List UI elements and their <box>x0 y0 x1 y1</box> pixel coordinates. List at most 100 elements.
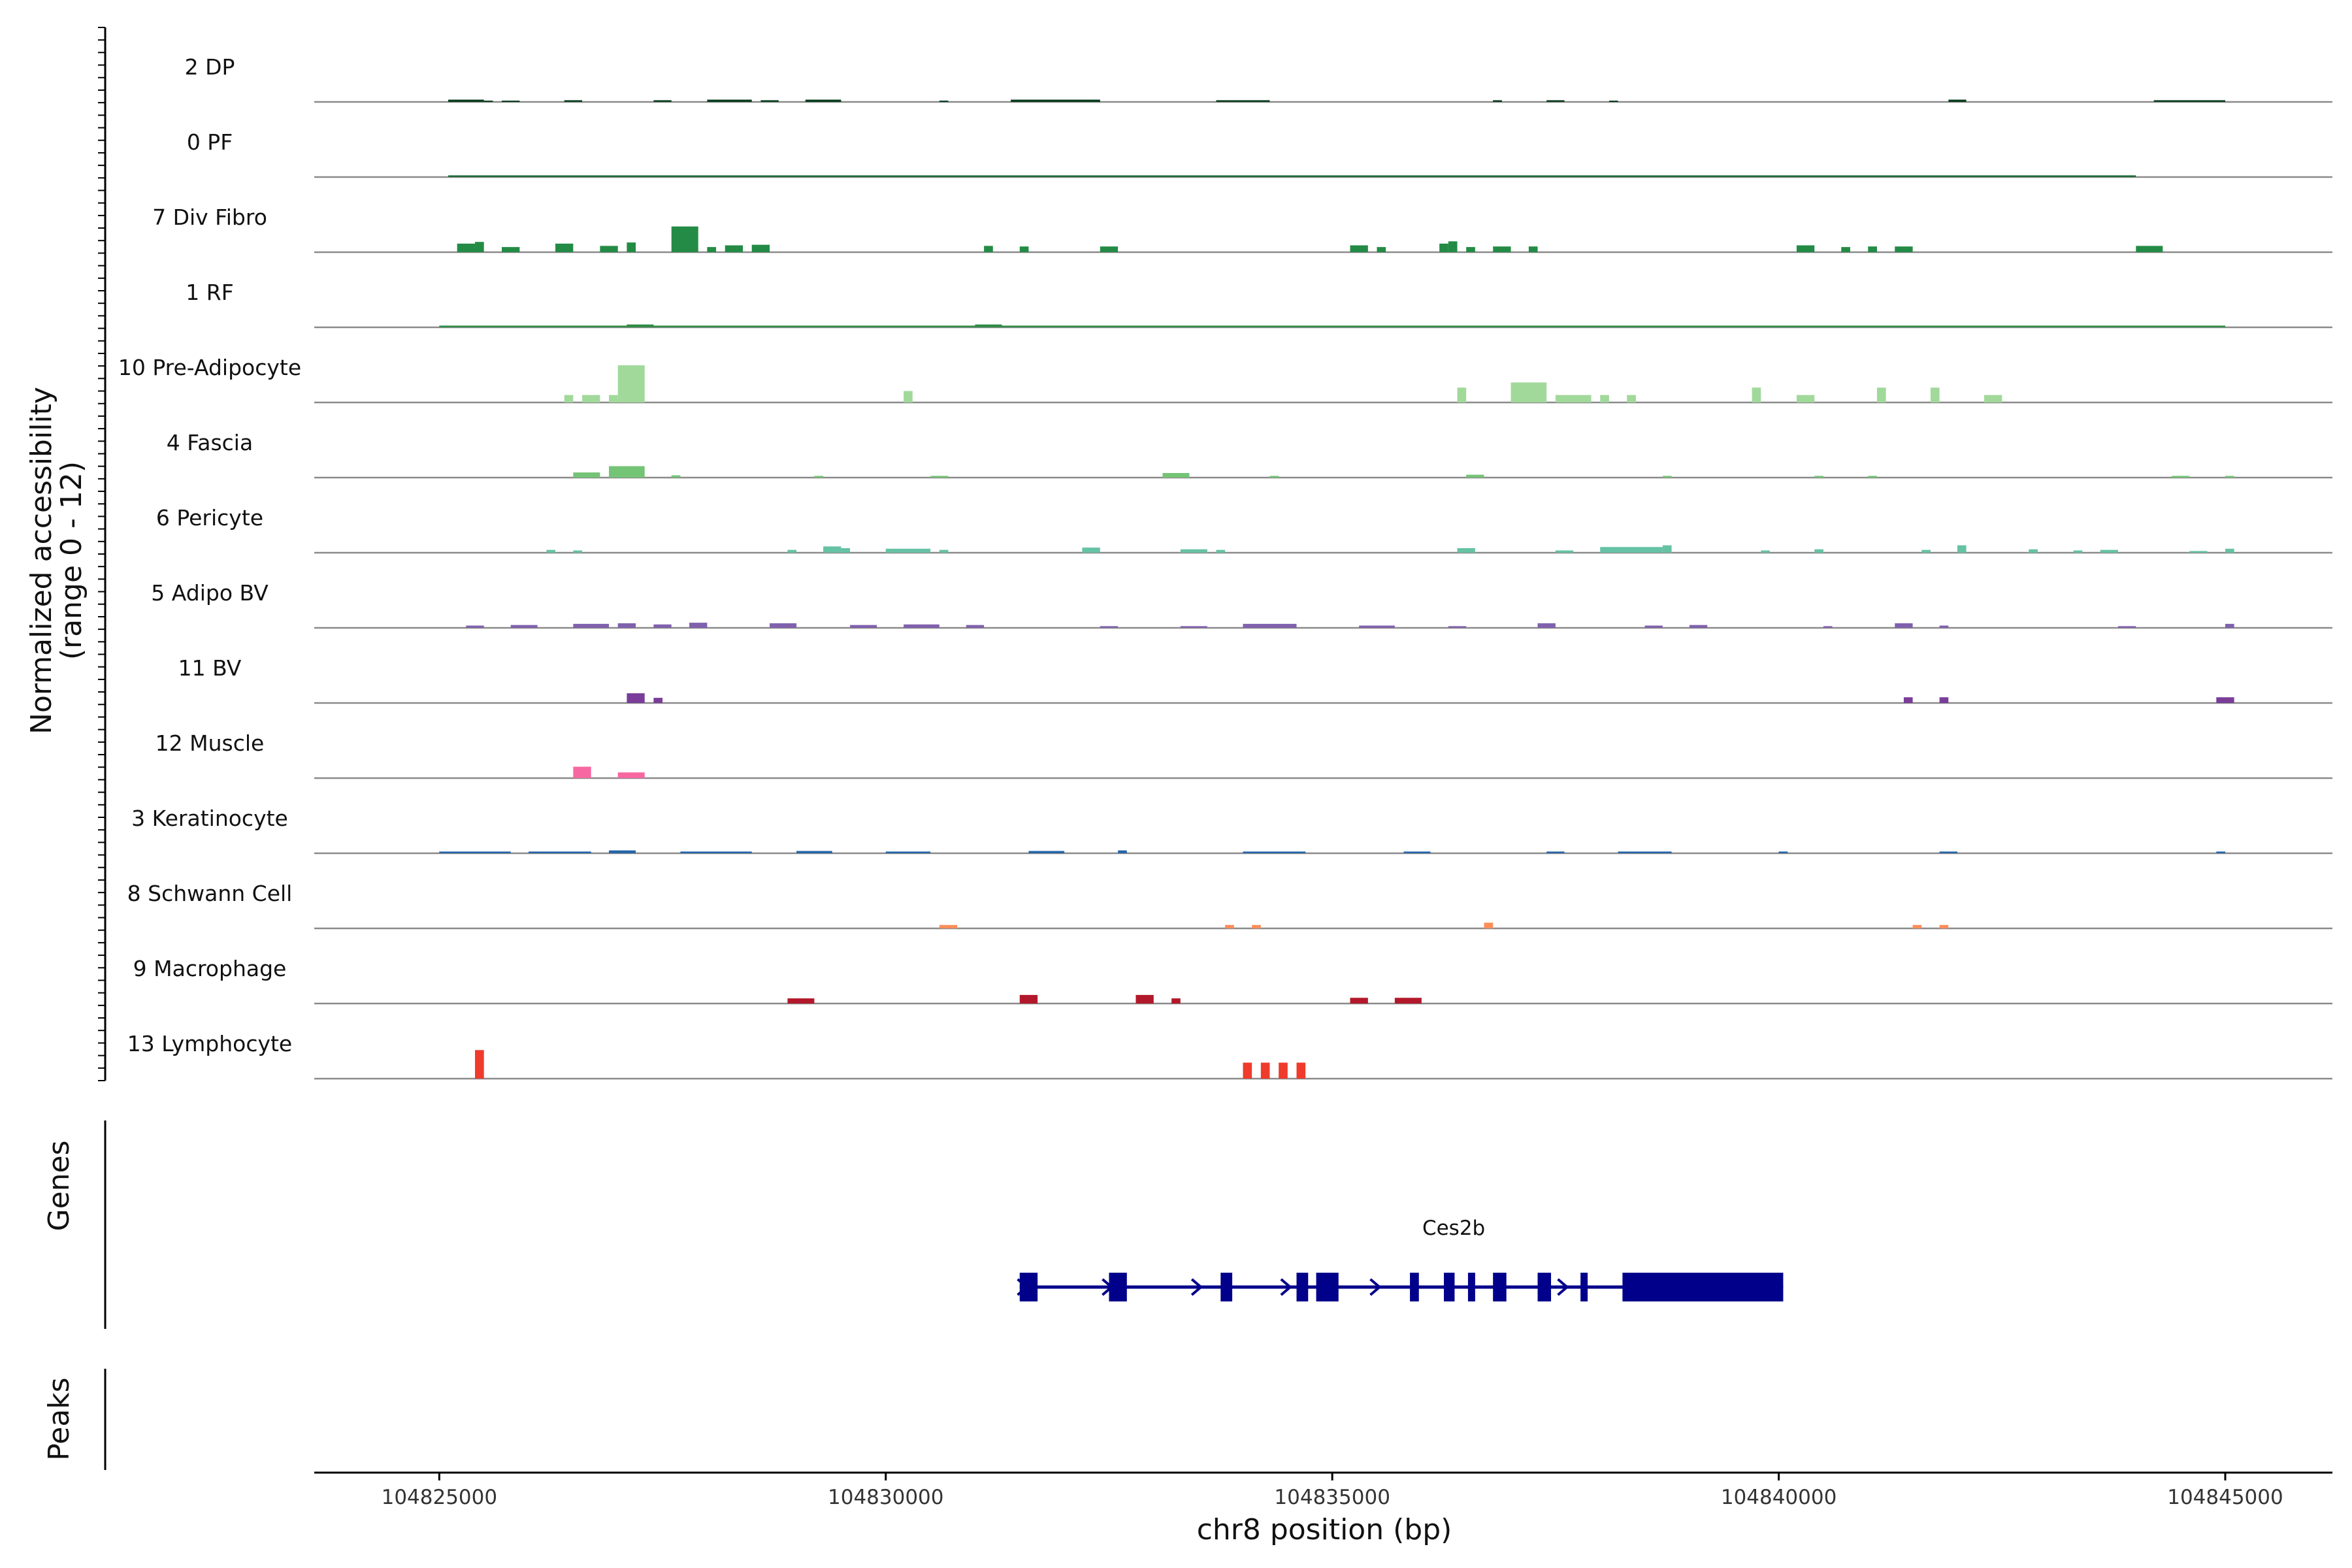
coverage-peak <box>1796 395 1815 402</box>
track-3-keratinocyte: 3 Keratinocyte <box>131 806 2332 855</box>
coverage-peak <box>653 100 672 102</box>
coverage-peak <box>1939 697 1949 703</box>
strand-arrow <box>1102 1278 1114 1296</box>
coverage-peak <box>1796 245 1815 252</box>
coverage-peak <box>2029 549 2038 553</box>
track-label: 12 Muscle <box>155 730 265 756</box>
coverage-peak <box>796 851 832 853</box>
coverage-peak <box>966 625 985 628</box>
coverage-peak <box>1100 626 1119 628</box>
coverage-peak <box>2117 626 2136 628</box>
x-axis-tick-label: 104830000 <box>828 1486 944 1509</box>
coverage-peak <box>1118 850 1127 853</box>
coverage-peak <box>823 546 841 553</box>
coverage-peak <box>1895 623 1913 628</box>
track-6-pericyte: 6 Pericyte <box>156 505 2332 554</box>
coverage-peak <box>1359 625 1395 628</box>
coverage-peak <box>2225 697 2234 703</box>
coverage-peak <box>1216 549 1226 553</box>
coverage-peak <box>725 245 743 252</box>
track-8-schwann-cell: 8 Schwann Cell <box>127 881 2332 930</box>
gene-exon <box>1316 1273 1339 1301</box>
x-axis-tick-label: 104845000 <box>2167 1486 2283 1509</box>
coverage-peak <box>984 246 993 252</box>
coverage-peak <box>1939 924 1949 928</box>
coverage-peak <box>2153 100 2198 102</box>
coverage-peak <box>1394 998 1422 1004</box>
coverage-peak <box>1662 545 1672 553</box>
coverage-peak <box>1225 924 1234 928</box>
y-axis-title-line1: Normalized accessibility <box>25 387 58 734</box>
y-axis-title: Normalized accessibility (range 0 - 12) <box>25 387 88 734</box>
coverage-peak <box>1028 851 1065 853</box>
coverage-peak <box>448 99 484 102</box>
coverage-peak <box>1296 1062 1306 1079</box>
coverage-peak <box>653 698 663 703</box>
coverage-peak <box>1841 247 1850 252</box>
coverage-peak <box>770 623 797 628</box>
coverage-peak <box>555 243 574 252</box>
gene-model <box>1017 1273 1784 1301</box>
coverage-peak <box>439 851 511 853</box>
coverage-peak <box>609 850 636 853</box>
track-label: 7 Div Fibro <box>152 204 267 230</box>
coverage-peak <box>1493 100 1502 102</box>
coverage-peak <box>671 475 681 478</box>
coverage-peak <box>475 1050 484 1079</box>
coverage-peak <box>2136 246 2163 252</box>
coverage-peak <box>1662 476 1672 478</box>
coverage-peak <box>1091 100 1100 102</box>
track-label: 3 Keratinocyte <box>131 806 288 831</box>
coverage-peak <box>885 851 931 853</box>
coverage-peak <box>1260 1062 1270 1079</box>
coverage-peak <box>1216 100 1243 102</box>
coverage-peak <box>1876 387 1886 402</box>
coverage-peak <box>564 100 583 102</box>
coverage-peak <box>448 175 2136 177</box>
coverage-peak <box>1511 382 1547 402</box>
coverage-peak <box>475 242 484 252</box>
coverage-peak <box>627 324 654 327</box>
coverage-peak <box>573 550 583 553</box>
coverage-peak <box>805 99 841 102</box>
coverage-peak <box>502 247 520 252</box>
coverage-peak <box>1448 626 1467 628</box>
coverage-peak <box>1761 550 1770 553</box>
track-label: 10 Pre-Adipocyte <box>118 355 301 380</box>
coverage-peak <box>1537 623 1556 628</box>
coverage-peak <box>939 549 949 553</box>
track-1-rf: 1 RF <box>186 280 2332 329</box>
coverage-peak <box>2216 697 2225 703</box>
strand-arrow <box>1280 1278 1292 1296</box>
coverage-peak <box>787 549 797 553</box>
gene-exon <box>1580 1273 1588 1301</box>
coverage-peak <box>707 99 752 102</box>
coverage-peak <box>546 549 556 553</box>
track-label: 0 PF <box>187 129 233 155</box>
coverage-peak <box>2225 548 2234 553</box>
coverage-peak <box>1912 924 1922 928</box>
track-label: 6 Pericyte <box>156 505 263 531</box>
coverage-peak <box>1546 851 1565 853</box>
x-axis: 104825000 104830000 104835000 104840000 1048… <box>314 1471 2332 1546</box>
coverage-peak <box>1555 395 1592 402</box>
coverage-peak <box>510 625 538 628</box>
coverage-peak <box>841 548 851 553</box>
y-axis <box>98 27 106 1081</box>
coverage-peak <box>1644 625 1663 628</box>
gene-exon <box>1622 1273 1784 1301</box>
coverage-peak <box>1403 851 1431 853</box>
coverage-peak <box>734 101 743 102</box>
track-label: 2 DP <box>185 54 235 80</box>
coverage-peak <box>787 998 815 1004</box>
coverage-peak <box>930 476 949 478</box>
coverage-peak <box>653 624 672 628</box>
coverage-peak <box>1457 548 1475 553</box>
y-axis-title-line2: (range 0 - 12) <box>55 461 88 660</box>
strand-arrow <box>1017 1278 1029 1296</box>
coverage-peak <box>2198 100 2225 102</box>
coverage-peak <box>1778 851 1788 853</box>
coverage-peak <box>1957 545 1967 553</box>
gene-exon <box>1296 1273 1309 1301</box>
